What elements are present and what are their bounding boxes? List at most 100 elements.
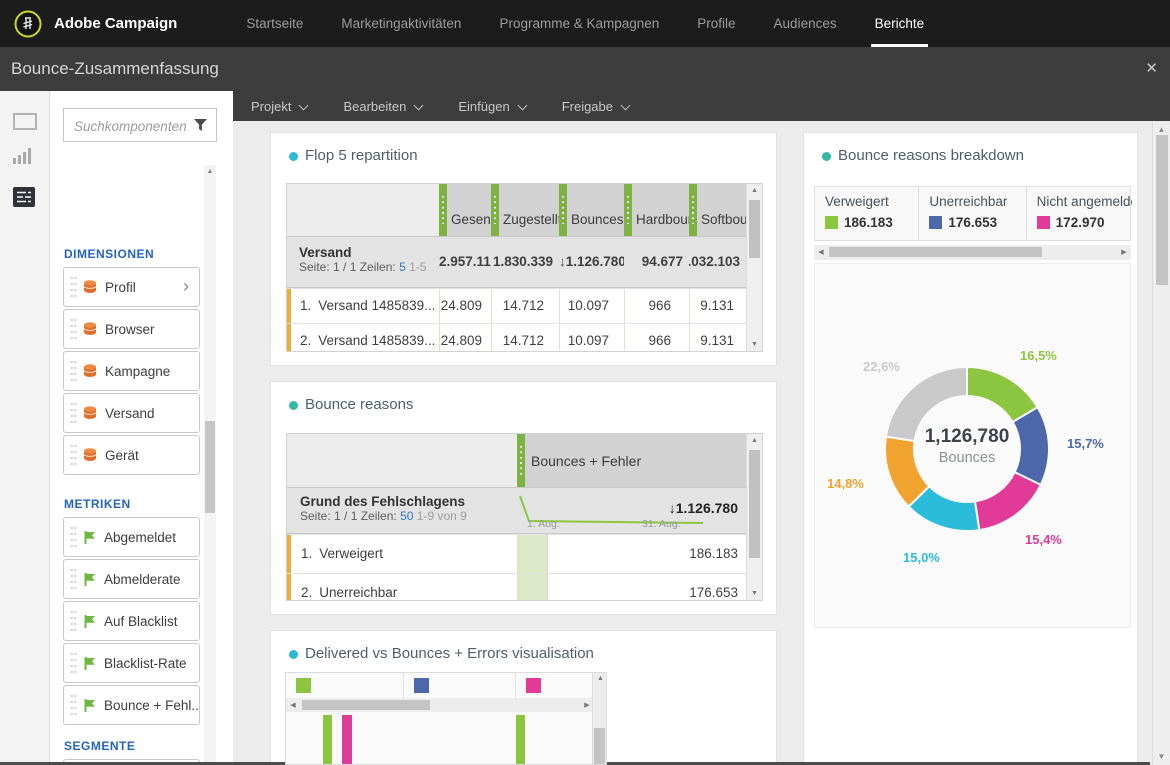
- legend-item[interactable]: [516, 673, 594, 698]
- components-sidebar: DIMENSIONEN Profil › Browser Kampagne: [50, 91, 233, 765]
- legend-item[interactable]: [404, 673, 516, 698]
- component-abmelderate[interactable]: Abmelderate: [63, 559, 200, 599]
- widget-title: Bounce reasons: [305, 396, 414, 413]
- component-geraet[interactable]: Gerät: [63, 435, 200, 475]
- table-row[interactable]: 1. Versand 1485839... 24.809 14.712 10.09…: [287, 288, 746, 323]
- scroll-left-icon[interactable]: ◀: [818, 249, 824, 256]
- column-header-zugestellt[interactable]: Zugestellt: [491, 184, 559, 236]
- column-header-softbounces[interactable]: Softbounces: [689, 184, 746, 236]
- scroll-down-icon[interactable]: ▼: [1157, 752, 1166, 761]
- column-header-bounces[interactable]: Bounces: [559, 184, 624, 236]
- legend-item-nicht-angemeldet[interactable]: Nicht angemeldet 172.970: [1036, 194, 1132, 230]
- menu-freigabe[interactable]: Freigabe: [562, 99, 631, 114]
- nav-item-programme-kampagnen[interactable]: Programme & Kampagnen: [499, 16, 660, 31]
- component-bounce-fehler[interactable]: Bounce + Fehl...: [63, 685, 200, 725]
- scrollbar-thumb[interactable]: [829, 247, 1042, 257]
- page-view-icon[interactable]: [13, 110, 37, 132]
- header-empty-cell: [287, 184, 439, 236]
- search-input[interactable]: [72, 114, 188, 138]
- scrollbar-thumb[interactable]: [749, 200, 760, 258]
- scrollbar-thumb[interactable]: [205, 421, 215, 513]
- table-row[interactable]: 1. Verweigert 186.183: [287, 534, 746, 573]
- legend-item[interactable]: [286, 673, 404, 698]
- sort-desc-icon[interactable]: ↓: [559, 254, 566, 269]
- dimension-icon: [82, 405, 98, 421]
- nav-item-marketingaktivitaeten[interactable]: Marketingaktivitäten: [341, 16, 462, 31]
- nav-item-startseite[interactable]: Startseite: [246, 16, 304, 31]
- nav-item-profile[interactable]: Profile: [697, 16, 736, 31]
- menu-einfuegen[interactable]: Einfügen: [458, 99, 528, 114]
- delivered-bar-chart[interactable]: [286, 712, 594, 764]
- scroll-up-icon[interactable]: ▲: [1157, 125, 1166, 134]
- page-size-link[interactable]: 50: [400, 509, 414, 523]
- summary-hardbounces: 94.677: [641, 254, 683, 269]
- menu-bearbeiten[interactable]: Bearbeiten: [343, 99, 424, 114]
- scroll-right-icon[interactable]: ▶: [584, 702, 590, 709]
- scroll-down-icon[interactable]: ▼: [751, 341, 758, 348]
- table-row[interactable]: 2. Unerreichbar 176.653: [287, 573, 746, 600]
- component-kampagne[interactable]: Kampagne: [63, 351, 200, 391]
- column-drag-handle-icon[interactable]: [491, 184, 499, 236]
- legend-swatch: [1036, 216, 1050, 229]
- drag-handle-icon: [70, 401, 77, 425]
- scroll-right-icon[interactable]: ▶: [1121, 249, 1127, 256]
- delivered-vscrollbar[interactable]: ▲: [592, 673, 606, 764]
- page-scrollbar[interactable]: ▲ ▼: [1152, 121, 1170, 765]
- column-header-hardbounces[interactable]: Hardbounces: [624, 184, 689, 236]
- column-drag-handle-icon[interactable]: [689, 184, 697, 236]
- component-abgemeldet[interactable]: Abgemeldet: [63, 517, 200, 557]
- drag-handle-icon: [70, 651, 77, 675]
- scroll-up-icon[interactable]: ▲: [751, 187, 758, 194]
- delivered-chart-widget: ◀ ▶ ▲: [285, 672, 607, 765]
- menu-projekt[interactable]: Projekt: [251, 99, 309, 114]
- delivered-hscrollbar[interactable]: ◀ ▶: [286, 698, 594, 712]
- component-auf-blacklist[interactable]: Auf Blacklist: [63, 601, 200, 641]
- chevron-right-icon[interactable]: ›: [183, 276, 189, 296]
- close-icon[interactable]: ✕: [1145, 60, 1158, 77]
- scroll-up-icon[interactable]: ▲: [751, 437, 758, 444]
- legend-item-verweigert[interactable]: Verweigert 186.183: [815, 187, 920, 240]
- component-browser[interactable]: Browser: [63, 309, 200, 349]
- column-drag-handle-icon[interactable]: [517, 434, 525, 487]
- sort-desc-icon[interactable]: ↓: [668, 500, 676, 516]
- breakdown-hscrollbar[interactable]: ◀ ▶: [814, 245, 1131, 260]
- scrollbar-thumb[interactable]: [1156, 135, 1168, 285]
- component-blacklist-rate[interactable]: Blacklist-Rate: [63, 643, 200, 683]
- column-drag-handle-icon[interactable]: [439, 184, 447, 236]
- component-versand[interactable]: Versand: [63, 393, 200, 433]
- chart-view-icon[interactable]: [13, 148, 37, 164]
- bounce-donut-chart[interactable]: [815, 264, 1132, 629]
- flop5-table: Gesendet Zugestellt Bounces Hardbounces …: [286, 183, 763, 352]
- components-view-icon[interactable]: [13, 187, 37, 209]
- value-bar: [517, 535, 548, 573]
- component-profil[interactable]: Profil ›: [63, 267, 200, 307]
- bounce-scrollbar[interactable]: ▲ ▼: [746, 434, 762, 600]
- widget-title: Bounce reasons breakdown: [838, 147, 1024, 164]
- metric-icon: [82, 572, 97, 587]
- page-size-link[interactable]: 5: [399, 260, 406, 274]
- nav-item-berichte[interactable]: Berichte: [856, 0, 944, 47]
- scroll-left-icon[interactable]: ◀: [290, 702, 296, 709]
- filter-icon[interactable]: [193, 118, 208, 132]
- metric-icon: [82, 530, 97, 545]
- column-header-bounces-fehler[interactable]: Bounces + Fehler: [517, 434, 746, 487]
- sidebar-scrollbar[interactable]: ▲ ▼: [204, 165, 216, 765]
- legend-item-unerreichbar[interactable]: Unerreichbar 176.653: [919, 187, 1027, 240]
- report-titlebar: Bounce-Zusammenfassung ✕: [0, 47, 1170, 91]
- scrollbar-thumb[interactable]: [302, 700, 430, 710]
- column-drag-handle-icon[interactable]: [559, 184, 567, 236]
- scroll-up-icon[interactable]: ▲: [206, 168, 214, 175]
- header-empty-cell: [287, 434, 517, 487]
- nav-item-audiences[interactable]: Audiences: [773, 16, 837, 31]
- column-header-gesendet[interactable]: Gesendet: [439, 184, 491, 236]
- flop5-header-row: Gesendet Zugestellt Bounces Hardbounces …: [287, 184, 746, 236]
- column-drag-handle-icon[interactable]: [624, 184, 632, 236]
- scroll-up-icon[interactable]: ▲: [597, 675, 604, 682]
- bar: [323, 715, 332, 764]
- scrollbar-thumb[interactable]: [594, 728, 605, 764]
- scroll-down-icon[interactable]: ▼: [751, 590, 758, 597]
- scrollbar-thumb[interactable]: [749, 450, 760, 558]
- flop5-scrollbar[interactable]: ▲ ▼: [746, 184, 762, 351]
- table-row[interactable]: 2. Versand 1485839... 24.809 14.712 10.09…: [287, 323, 746, 351]
